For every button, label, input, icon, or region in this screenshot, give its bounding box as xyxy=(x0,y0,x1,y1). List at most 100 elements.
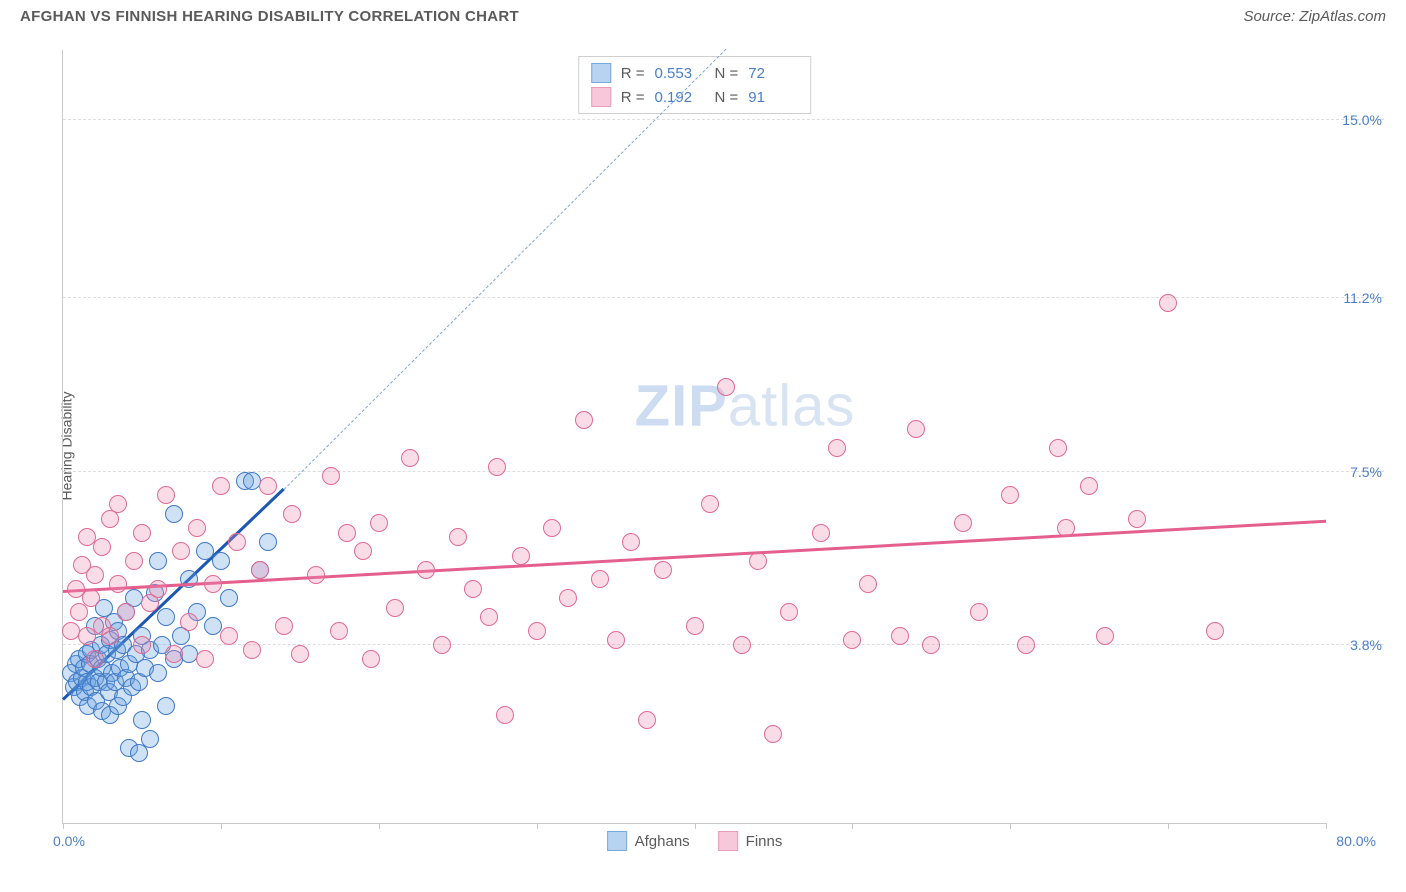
data-point xyxy=(749,552,767,570)
x-tick xyxy=(63,823,64,829)
legend-item: Afghans xyxy=(607,831,690,851)
trend-line-extension xyxy=(284,49,727,490)
data-point xyxy=(386,599,404,617)
stat-r-label: R = xyxy=(621,89,645,106)
data-point xyxy=(82,589,100,607)
data-point xyxy=(141,730,159,748)
data-point xyxy=(622,533,640,551)
data-point xyxy=(133,524,151,542)
data-point xyxy=(543,519,561,537)
data-point xyxy=(1057,519,1075,537)
stat-r-label: R = xyxy=(621,65,645,82)
data-point xyxy=(86,566,104,584)
stat-n-value: 72 xyxy=(748,65,798,82)
data-point xyxy=(101,627,119,645)
data-point xyxy=(559,589,577,607)
stat-n-value: 91 xyxy=(748,89,798,106)
gridline xyxy=(63,644,1384,645)
data-point xyxy=(157,697,175,715)
data-point xyxy=(93,538,111,556)
x-tick xyxy=(852,823,853,829)
data-point xyxy=(188,519,206,537)
x-axis-max-label: 80.0% xyxy=(1336,833,1376,849)
legend-swatch xyxy=(718,831,738,851)
data-point xyxy=(165,505,183,523)
data-point xyxy=(165,645,183,663)
data-point xyxy=(259,477,277,495)
data-point xyxy=(125,552,143,570)
data-point xyxy=(212,477,230,495)
data-point xyxy=(196,650,214,668)
data-point xyxy=(251,561,269,579)
data-point xyxy=(488,458,506,476)
data-point xyxy=(464,580,482,598)
legend-item: Finns xyxy=(718,831,783,851)
data-point xyxy=(204,575,222,593)
data-point xyxy=(133,636,151,654)
gridline xyxy=(63,119,1384,120)
data-point xyxy=(338,524,356,542)
data-point xyxy=(701,495,719,513)
stats-legend-row: R = 0.192 N = 91 xyxy=(591,85,799,109)
data-point xyxy=(638,711,656,729)
legend-swatch xyxy=(607,831,627,851)
data-point xyxy=(891,627,909,645)
x-axis-min-label: 0.0% xyxy=(53,833,85,849)
x-tick xyxy=(1326,823,1327,829)
data-point xyxy=(528,622,546,640)
data-point xyxy=(654,561,672,579)
data-point xyxy=(243,641,261,659)
stat-n-label: N = xyxy=(715,89,739,106)
data-point xyxy=(449,528,467,546)
data-point xyxy=(259,533,277,551)
data-point xyxy=(322,467,340,485)
data-point xyxy=(149,664,167,682)
data-point xyxy=(1096,627,1114,645)
x-tick xyxy=(537,823,538,829)
data-point xyxy=(859,575,877,593)
data-point xyxy=(512,547,530,565)
data-point xyxy=(1017,636,1035,654)
y-tick-label: 11.2% xyxy=(1343,290,1382,306)
data-point xyxy=(70,603,88,621)
x-tick xyxy=(695,823,696,829)
y-tick-label: 7.5% xyxy=(1350,464,1382,480)
stats-legend: R =0.553N =72R =0.192N =91 xyxy=(578,56,812,114)
gridline xyxy=(63,297,1384,298)
data-point xyxy=(717,378,735,396)
trend-line xyxy=(63,520,1326,593)
data-point xyxy=(1206,622,1224,640)
data-point xyxy=(780,603,798,621)
data-point xyxy=(970,603,988,621)
legend-label: Afghans xyxy=(635,833,690,850)
data-point xyxy=(417,561,435,579)
stats-legend-row: R =0.553N =72 xyxy=(591,61,799,85)
x-tick xyxy=(1168,823,1169,829)
chart-title: AFGHAN VS FINNISH HEARING DISABILITY COR… xyxy=(20,8,519,25)
data-point xyxy=(496,706,514,724)
legend-label: Finns xyxy=(746,833,783,850)
data-point xyxy=(1049,439,1067,457)
plot-area: ZIPatlas R =0.553N =72R =0.192N =91 0.0%… xyxy=(62,50,1326,824)
data-point xyxy=(1128,510,1146,528)
data-point xyxy=(401,449,419,467)
data-point xyxy=(283,505,301,523)
data-point xyxy=(954,514,972,532)
data-point xyxy=(117,603,135,621)
stat-r-value: 0.192 xyxy=(655,89,705,106)
legend-swatch xyxy=(591,63,611,83)
series-legend: Afghans Finns xyxy=(607,831,783,851)
data-point xyxy=(1080,477,1098,495)
data-point xyxy=(764,725,782,743)
data-point xyxy=(480,608,498,626)
watermark: ZIPatlas xyxy=(635,372,856,439)
data-point xyxy=(812,524,830,542)
data-point xyxy=(922,636,940,654)
data-point xyxy=(180,613,198,631)
data-point xyxy=(843,631,861,649)
data-point xyxy=(212,552,230,570)
data-point xyxy=(907,420,925,438)
data-point xyxy=(591,570,609,588)
data-point xyxy=(307,566,325,584)
data-point xyxy=(220,589,238,607)
